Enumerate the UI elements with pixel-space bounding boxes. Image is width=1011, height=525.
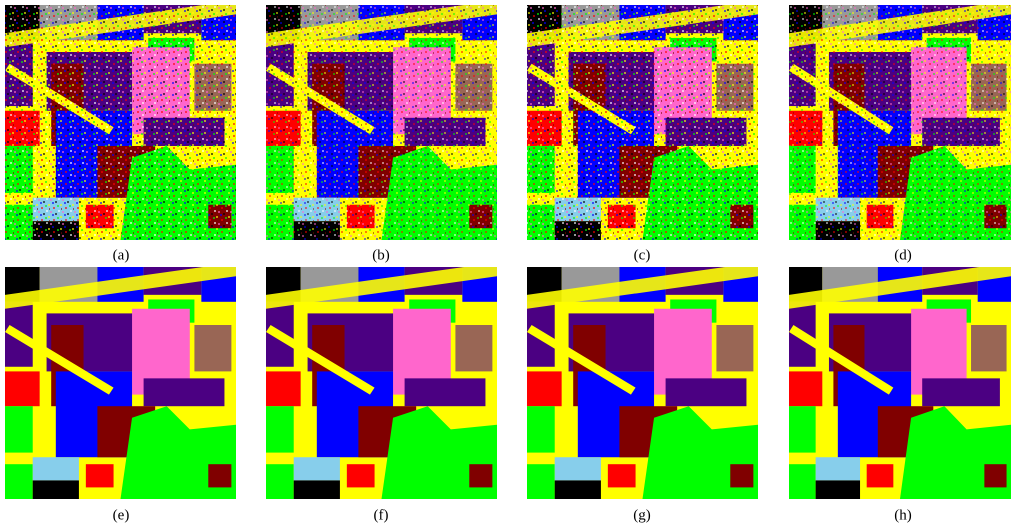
caption: (e) bbox=[113, 507, 130, 523]
classification-map bbox=[266, 262, 497, 499]
caption: (c) bbox=[634, 247, 651, 263]
map-noise bbox=[789, 5, 1011, 240]
caption: (d) bbox=[894, 247, 912, 263]
classification-map bbox=[5, 262, 236, 499]
caption: (b) bbox=[372, 247, 390, 263]
figure: (a) (b) (c) (d) (e) (f) (g) (h) bbox=[0, 0, 1011, 525]
caption: (a) bbox=[113, 247, 130, 263]
classification-map bbox=[789, 262, 1011, 499]
map-noise bbox=[266, 5, 497, 240]
classification-map bbox=[527, 262, 758, 499]
bottom-row bbox=[5, 262, 1011, 499]
top-row bbox=[5, 0, 1011, 240]
map-noise bbox=[527, 5, 758, 240]
caption: (g) bbox=[633, 507, 651, 523]
caption: (h) bbox=[894, 507, 912, 523]
map-noise bbox=[5, 5, 236, 240]
caption: (f) bbox=[374, 507, 389, 523]
